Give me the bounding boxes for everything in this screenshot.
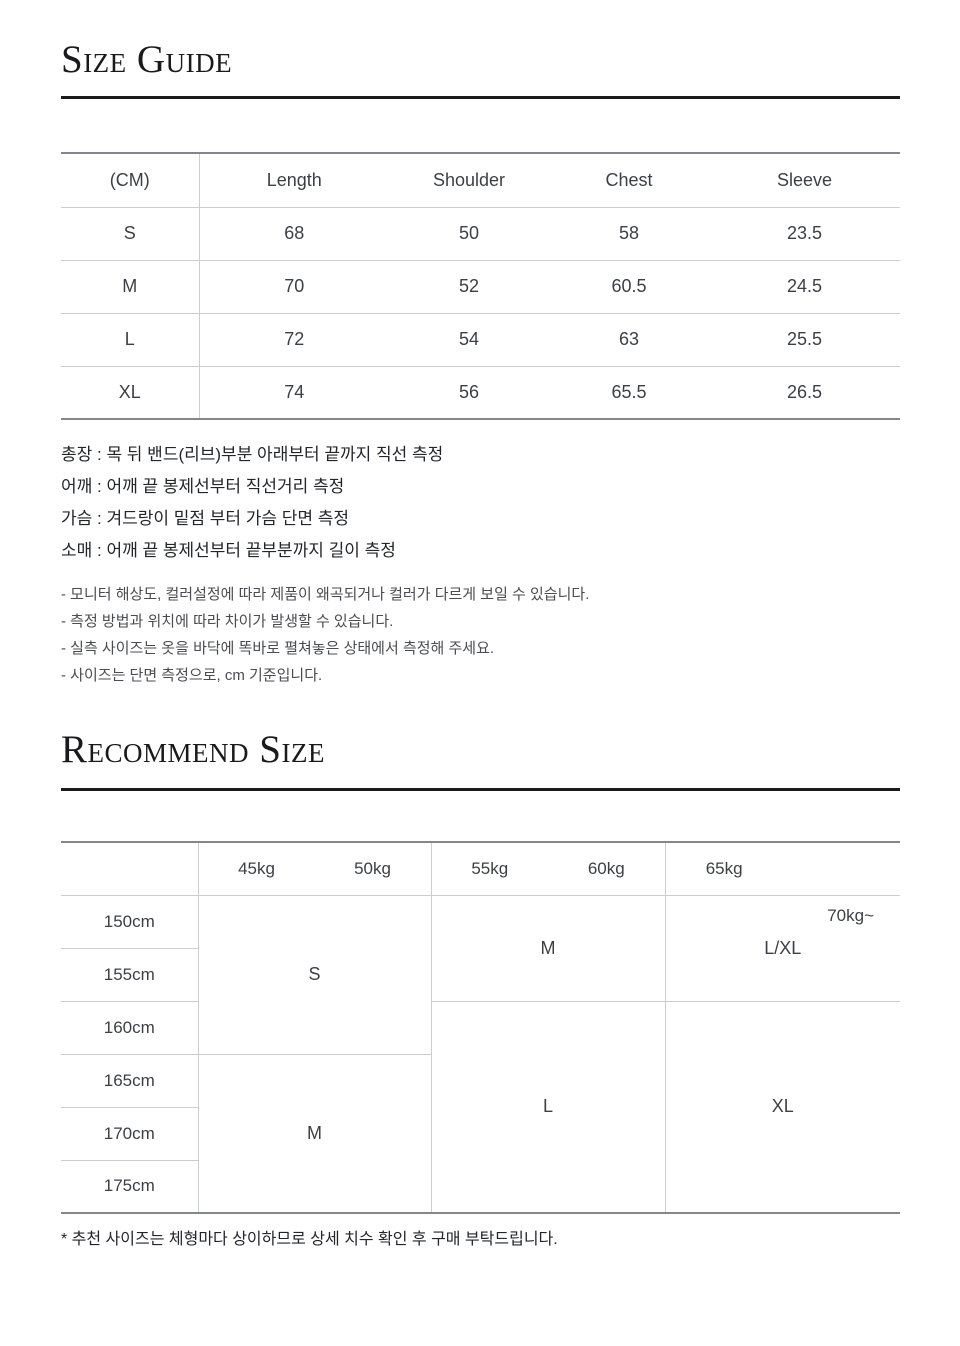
size-cell: 72	[199, 313, 389, 367]
weight-label: 65kg	[705, 858, 743, 878]
size-row-l: L 72 54 63 25.5	[61, 313, 900, 367]
extra-weight-label: 70kg~	[827, 905, 874, 925]
measure-note-line: 총장 : 목 뒤 밴드(리브)부분 아래부터 끝까지 직선 측정	[61, 445, 444, 464]
unit-header: (CM)	[61, 153, 200, 208]
height-row-155: 155cm	[61, 948, 900, 1002]
size-cell: 65.5	[549, 366, 709, 420]
height-label: 175cm	[61, 1160, 199, 1214]
size-label: M	[61, 260, 200, 314]
recommend-size-rule	[61, 788, 900, 791]
disclaimer-line: - 모니터 해상도, 컬러설정에 따라 제품이 왜곡되거나 컬러가 다르게 보일…	[61, 586, 590, 603]
size-table: (CM) Length Shoulder Chest Sleeve S 68 5…	[61, 152, 900, 420]
size-cell: 23.5	[709, 207, 900, 261]
zone-cell-s: S	[197, 895, 431, 1055]
size-cell: 63	[549, 313, 709, 367]
size-row-m: M 70 52 60.5 24.5	[61, 260, 900, 314]
zone-cell-lxl: 70kg~ L/XL	[664, 895, 900, 1002]
corner-cell	[61, 842, 199, 896]
measure-note-line: 어깨 : 어깨 끝 봉제선부터 직선거리 측정	[61, 477, 345, 496]
measure-note-line: 소매 : 어깨 끝 봉제선부터 끝부분까지 길이 측정	[61, 541, 396, 560]
weight-header-45-50: 45kg 50kg	[197, 842, 431, 896]
height-row-165: 165cm M	[61, 1054, 900, 1214]
col-header-length: Length	[199, 153, 389, 208]
size-cell: 58	[549, 207, 709, 261]
zone-cell-l: L	[430, 1001, 665, 1214]
size-cell: 68	[199, 207, 389, 261]
col-header-shoulder: Shoulder	[389, 153, 549, 208]
weight-header-55-60: 55kg 60kg	[430, 842, 665, 896]
disclaimer-line: - 측정 방법과 위치에 따라 차이가 발생할 수 있습니다.	[61, 613, 394, 630]
col-header-sleeve: Sleeve	[709, 153, 900, 208]
weight-label: 55kg	[471, 858, 509, 878]
height-row-170: 170cm	[61, 1107, 900, 1161]
size-cell: 56	[389, 366, 549, 420]
weight-label: 50kg	[354, 858, 391, 878]
size-cell: 74	[199, 366, 389, 420]
size-cell: 70	[199, 260, 389, 314]
weight-label: 45kg	[238, 858, 275, 878]
weight-label	[783, 859, 900, 879]
height-label: 170cm	[61, 1107, 199, 1161]
col-header-chest: Chest	[549, 153, 709, 208]
recommend-size-table: 45kg 50kg 55kg 60kg 65kg	[61, 841, 900, 1214]
recommend-footnote: * 추천 사이즈는 체형마다 상이하므로 상세 치수 확인 후 구매 부탁드립니…	[61, 1231, 558, 1248]
height-row-160: 160cm L XL	[61, 1001, 900, 1214]
recommend-size-title: Recommend Size	[61, 728, 325, 771]
zone-cell-m-mid: M	[430, 895, 665, 1002]
height-label: 155cm	[61, 948, 199, 1002]
disclaimer-notes: - 모니터 해상도, 컬러설정에 따라 제품이 왜곡되거나 컬러가 다르게 보일…	[61, 581, 589, 689]
size-label: L	[61, 313, 200, 367]
size-row-xl: XL 74 56 65.5 26.5	[61, 366, 900, 420]
size-label: S	[61, 207, 200, 261]
size-cell: 54	[389, 313, 549, 367]
size-guide-title: Size Guide	[61, 38, 233, 81]
size-table-header-row: (CM) Length Shoulder Chest Sleeve	[61, 153, 900, 208]
size-row-s: S 68 50 58 23.5	[61, 207, 900, 261]
disclaimer-line: - 실측 사이즈는 옷을 바닥에 똑바로 펼쳐놓은 상태에서 측정해 주세요.	[61, 640, 495, 657]
weight-label: 60kg	[587, 858, 625, 878]
height-row-175: 175cm	[61, 1160, 900, 1214]
height-label: 165cm	[61, 1054, 199, 1108]
size-cell: 52	[389, 260, 549, 314]
weight-header-row: 45kg 50kg 55kg 60kg 65kg	[61, 842, 900, 896]
size-cell: 50	[389, 207, 549, 261]
height-row-150: 150cm S M 70kg~ L/XL	[61, 895, 900, 1055]
size-label: XL	[61, 366, 200, 420]
zone-cell-m-left: M	[197, 1054, 431, 1214]
size-cell: 24.5	[709, 260, 900, 314]
height-label: 160cm	[61, 1001, 199, 1055]
zone-label: L/XL	[764, 937, 802, 958]
size-cell: 60.5	[549, 260, 709, 314]
size-cell: 25.5	[709, 313, 900, 367]
weight-header-65: 65kg	[664, 842, 900, 896]
height-label: 150cm	[61, 895, 199, 949]
measure-note-line: 가슴 : 겨드랑이 밑점 부터 가슴 단면 측정	[61, 509, 350, 528]
disclaimer-line: - 사이즈는 단면 측정으로, cm 기준입니다.	[61, 667, 323, 684]
zone-cell-xl: XL	[664, 1001, 900, 1214]
measurement-notes: 총장 : 목 뒤 밴드(리브)부분 아래부터 끝까지 직선 측정 어깨 : 어깨…	[61, 439, 443, 567]
size-cell: 26.5	[709, 366, 900, 420]
size-guide-rule	[61, 96, 900, 99]
